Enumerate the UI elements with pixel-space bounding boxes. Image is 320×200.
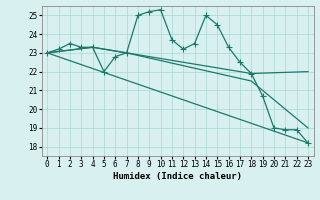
X-axis label: Humidex (Indice chaleur): Humidex (Indice chaleur) <box>113 172 242 181</box>
